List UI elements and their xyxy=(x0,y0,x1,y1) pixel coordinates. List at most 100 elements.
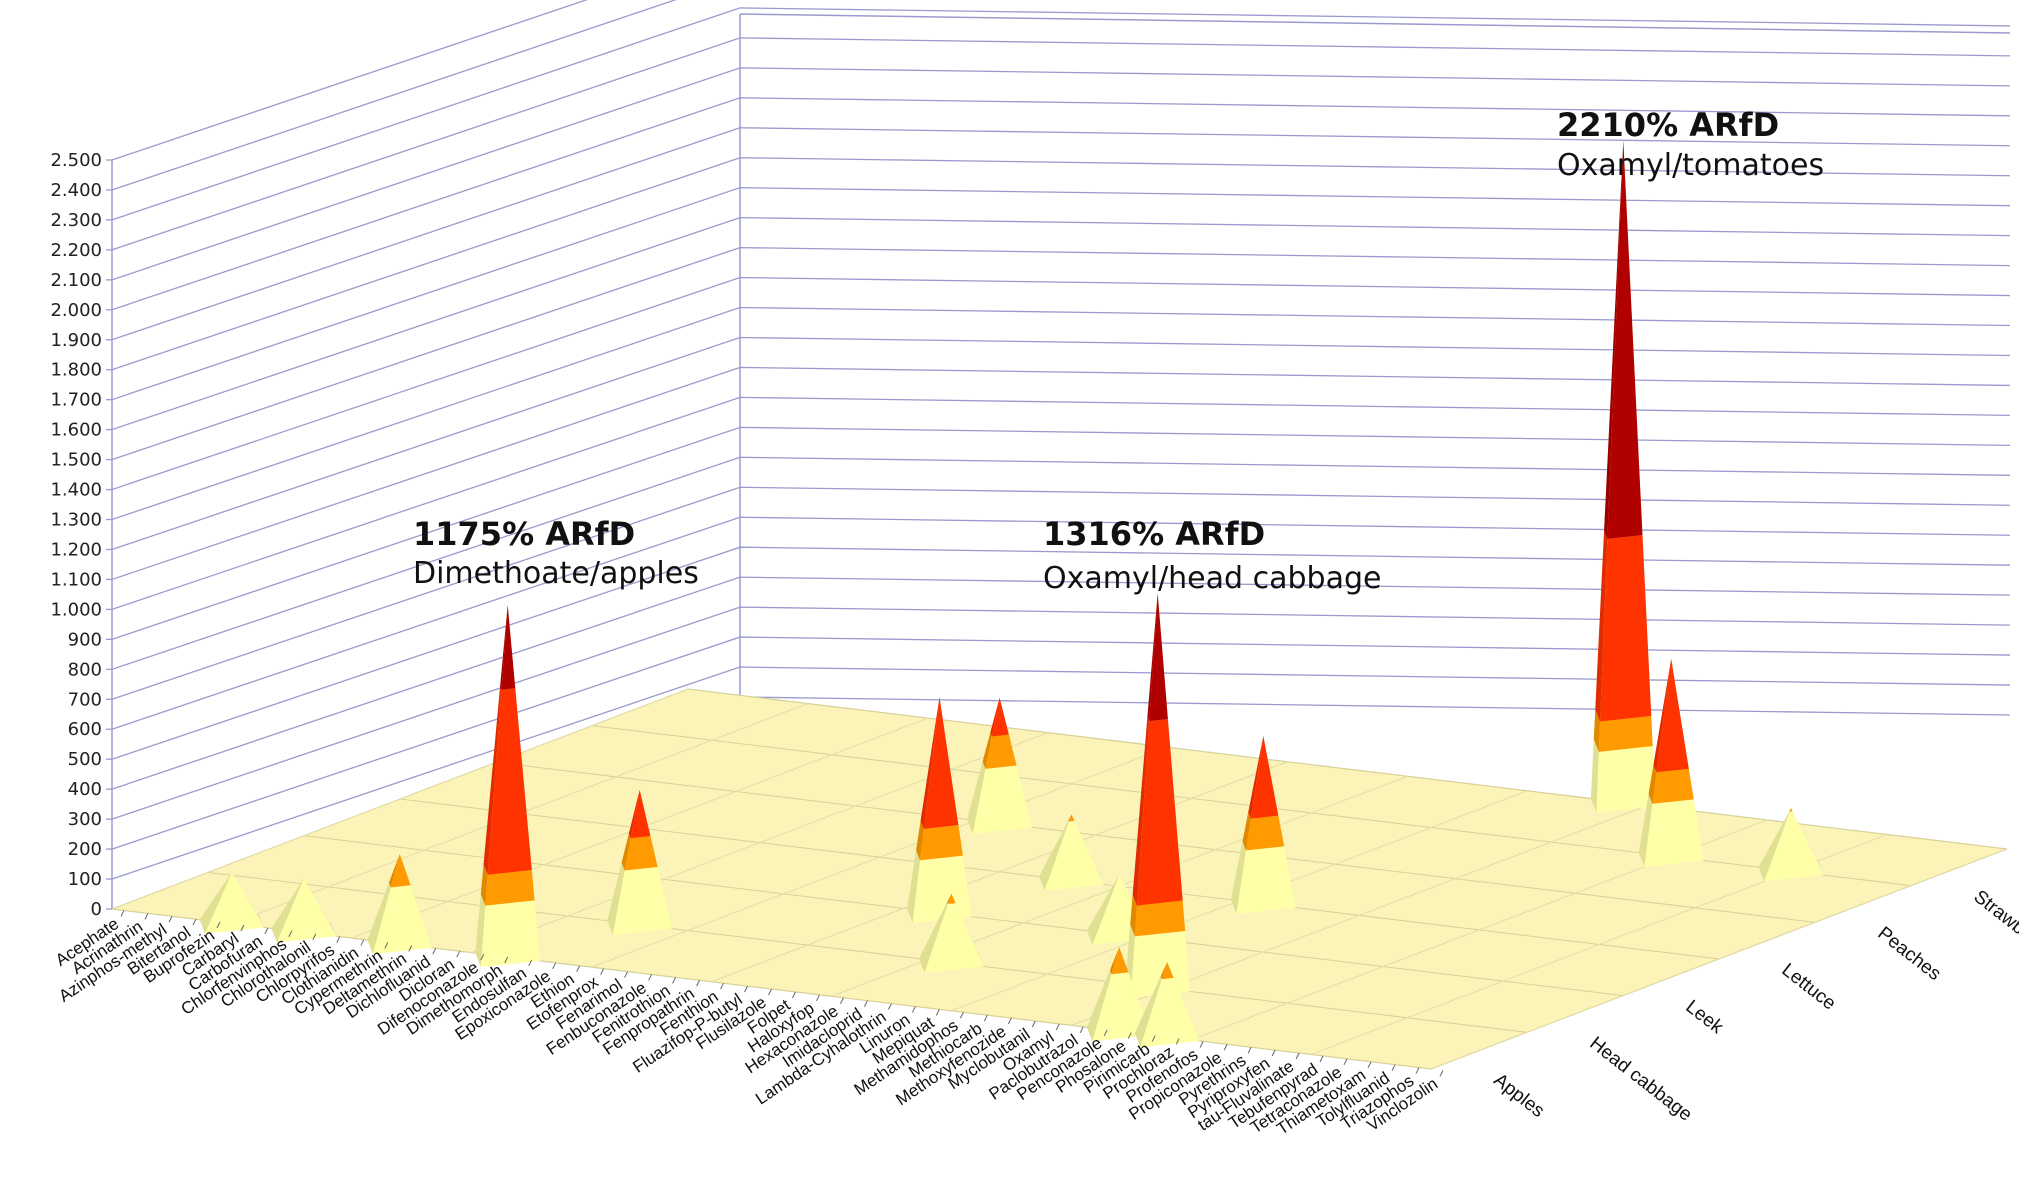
peak-band xyxy=(920,825,963,861)
floor-gridline xyxy=(591,746,1168,968)
y-tick-label: 1.200 xyxy=(50,539,102,560)
y-tick-label: 1.400 xyxy=(50,480,102,501)
peak-secondary xyxy=(199,872,265,934)
peak-band xyxy=(1789,808,1793,812)
x-tick-mark xyxy=(696,980,701,987)
x-tick-mark xyxy=(288,930,293,938)
peak-band xyxy=(1758,811,1790,882)
peak-secondary xyxy=(967,697,1032,834)
x-tick-mark xyxy=(480,953,485,961)
peak-band xyxy=(1600,535,1652,722)
x-tick-mark xyxy=(1223,1044,1228,1051)
peak-band xyxy=(199,872,232,934)
x-tick-mark xyxy=(576,965,581,972)
y-tick-label: 300 xyxy=(68,809,102,830)
x-tick-mark xyxy=(959,1012,964,1019)
annotation-1-value: 1175% ARfD xyxy=(413,515,635,553)
y-tick-label: 200 xyxy=(68,839,102,860)
peak-shade xyxy=(1758,808,1792,882)
y-tick-label: 800 xyxy=(68,659,102,680)
gridline xyxy=(111,0,588,161)
x-tick-mark xyxy=(1295,1052,1300,1060)
peak-secondary xyxy=(367,854,433,955)
peak-shade xyxy=(967,697,1000,834)
peak-band xyxy=(919,902,948,973)
peak-secondary xyxy=(1086,947,1152,1042)
y-tick-label: 1.600 xyxy=(50,420,102,441)
peak-shade xyxy=(271,878,304,943)
peak-band xyxy=(1069,814,1075,822)
x-tick-mark xyxy=(1055,1023,1060,1031)
z-tick-label: Apples xyxy=(1490,1070,1549,1122)
peak-band xyxy=(1109,947,1120,975)
peak-band xyxy=(624,836,658,871)
gridline xyxy=(111,246,2011,461)
x-tick-mark xyxy=(720,982,724,990)
y-tick-label: 1.100 xyxy=(50,569,102,590)
peak-band xyxy=(1147,593,1158,722)
gridline xyxy=(111,306,2011,521)
x-tick-mark xyxy=(672,977,677,984)
peak-band xyxy=(1607,140,1643,539)
x-tick-mark xyxy=(792,991,796,999)
gridline xyxy=(111,0,677,191)
floor-gridline xyxy=(471,732,1048,954)
x-tick-mark xyxy=(216,921,221,929)
x-tick-mark xyxy=(528,959,533,967)
x-tick-mark xyxy=(432,948,437,955)
peak-band xyxy=(1242,812,1251,851)
x-tick-mark xyxy=(504,956,509,964)
x-tick-mark xyxy=(839,997,844,1004)
peak-band xyxy=(985,734,1017,769)
x-tick-mark xyxy=(911,1006,916,1013)
z-tick-label: Peaches xyxy=(1874,923,1945,985)
peak-band xyxy=(947,893,952,904)
y-tick-label: 1.900 xyxy=(50,330,102,351)
x-tick-mark xyxy=(264,927,269,935)
peak-band xyxy=(1653,658,1672,773)
peak-band xyxy=(630,789,651,839)
annotation-1-label: Dimethoate/apples xyxy=(413,556,699,591)
y-tick-label: 2.300 xyxy=(50,210,102,231)
x-tick-mark xyxy=(144,913,149,920)
peak-band xyxy=(912,855,972,924)
peak-band xyxy=(1604,140,1624,539)
peak-oxamyl-head-cabbage xyxy=(1125,593,1191,998)
y-tick-label: 700 xyxy=(68,689,102,710)
y-tick-label: 600 xyxy=(68,719,102,740)
peak-band xyxy=(1644,799,1704,867)
peak-secondary xyxy=(607,789,673,935)
x-tick-mark xyxy=(1127,1032,1132,1039)
peak-band xyxy=(1111,947,1129,975)
peak-band xyxy=(487,688,532,875)
peak-shade xyxy=(1590,140,1624,813)
peak-band xyxy=(480,900,541,968)
wall-top-line xyxy=(739,13,2011,34)
peak-band xyxy=(1160,962,1168,980)
gridline xyxy=(111,187,2011,401)
peak-band xyxy=(475,893,486,968)
peak-secondary xyxy=(919,893,984,973)
peak-secondary xyxy=(1758,808,1824,882)
y-tick-label: 0 xyxy=(91,899,102,920)
peak-band xyxy=(1230,841,1247,914)
annotation-3-label: Oxamyl/tomatoes xyxy=(1557,148,1824,183)
peak-band xyxy=(990,697,1000,737)
x-tick-mark xyxy=(1271,1049,1276,1057)
peak-band xyxy=(1130,930,1191,998)
peak-band xyxy=(920,697,940,829)
peak-band xyxy=(1248,735,1264,819)
x-tick-mark xyxy=(168,916,173,923)
x-tick-mark xyxy=(1319,1055,1324,1063)
annotation-2-label: Oxamyl/head cabbage xyxy=(1043,561,1381,596)
peak-oxamyl-tomatoes xyxy=(1590,140,1656,813)
x-tick-mark xyxy=(1415,1067,1420,1074)
x-tick-mark xyxy=(887,1003,892,1010)
peak-shade xyxy=(1125,593,1158,998)
peak-band xyxy=(907,850,921,924)
peak-band xyxy=(1789,808,1792,812)
peak-secondary xyxy=(1039,814,1104,891)
peak-band xyxy=(485,870,535,906)
gridline xyxy=(111,276,2011,491)
x-tick-mark xyxy=(600,968,605,975)
